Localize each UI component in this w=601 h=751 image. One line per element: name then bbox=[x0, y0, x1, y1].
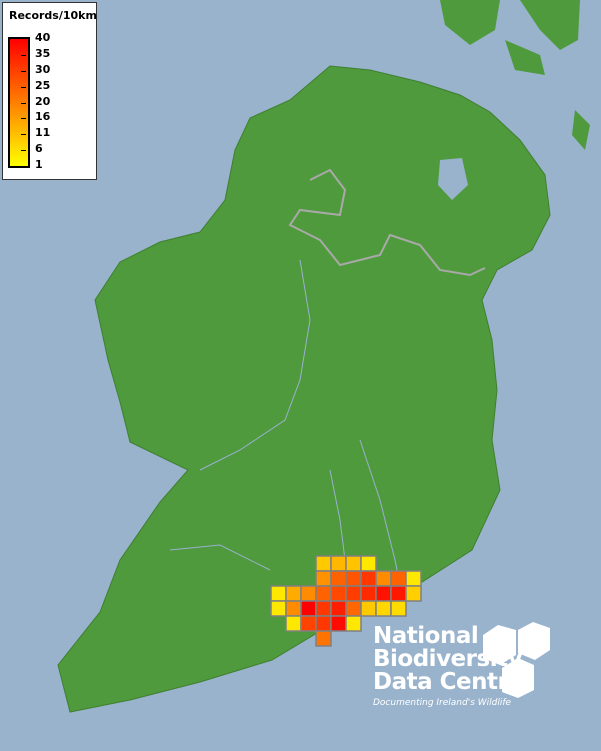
grid-cell[interactable] bbox=[315, 615, 332, 632]
legend-tick-label: 6 bbox=[35, 142, 43, 156]
legend-tick-label: 40 bbox=[35, 31, 51, 44]
grid-cell[interactable] bbox=[360, 600, 377, 617]
grid-cell[interactable] bbox=[330, 615, 347, 632]
legend-color-ramp bbox=[8, 37, 30, 168]
grid-cell[interactable] bbox=[330, 600, 347, 617]
logo-line-3: Data Centre bbox=[373, 669, 524, 695]
logo-tagline: Documenting Ireland's Wildlife bbox=[373, 698, 512, 708]
legend-title: Records/10km bbox=[9, 9, 97, 22]
grid-cell[interactable] bbox=[300, 585, 317, 602]
legend-tick-label: 11 bbox=[35, 126, 51, 140]
legend-tick-label: 1 bbox=[35, 158, 43, 171]
legend-tick-label: 30 bbox=[35, 62, 51, 76]
grid-cell[interactable] bbox=[300, 600, 317, 617]
grid-cell[interactable] bbox=[390, 585, 407, 602]
legend-tick-mark bbox=[21, 102, 26, 104]
legend-tick-label: 16 bbox=[35, 110, 51, 124]
grid-cell[interactable] bbox=[345, 555, 362, 572]
grid-cell[interactable] bbox=[270, 585, 287, 602]
legend-tick-label: 20 bbox=[35, 94, 51, 108]
grid-cell[interactable] bbox=[270, 600, 287, 617]
grid-cell[interactable] bbox=[360, 585, 377, 602]
grid-cell[interactable] bbox=[285, 585, 302, 602]
plant-hexagon-icon bbox=[483, 625, 516, 665]
grid-cell[interactable] bbox=[315, 555, 332, 572]
seahorse-hexagon-icon bbox=[502, 658, 534, 698]
logo-line-1: National bbox=[373, 623, 479, 649]
grid-cell[interactable] bbox=[390, 600, 407, 617]
grid-cell[interactable] bbox=[330, 585, 347, 602]
grid-cell[interactable] bbox=[315, 585, 332, 602]
legend-tick-label: 25 bbox=[35, 78, 51, 92]
legend-tick-mark bbox=[21, 150, 26, 152]
grid-cell[interactable] bbox=[330, 555, 347, 572]
legend-tick-mark bbox=[21, 70, 26, 72]
grid-cell[interactable] bbox=[375, 570, 392, 587]
records-grid bbox=[270, 555, 422, 647]
grid-cell[interactable] bbox=[315, 630, 332, 647]
northern-ireland-border bbox=[288, 168, 486, 277]
grid-cell[interactable] bbox=[345, 585, 362, 602]
grid-cell[interactable] bbox=[330, 570, 347, 587]
grid-cell[interactable] bbox=[390, 570, 407, 587]
grid-cell[interactable] bbox=[375, 585, 392, 602]
grid-cell[interactable] bbox=[285, 615, 302, 632]
grid-cell[interactable] bbox=[405, 570, 422, 587]
grid-cell[interactable] bbox=[405, 585, 422, 602]
grid-cell[interactable] bbox=[375, 600, 392, 617]
lough-neagh bbox=[438, 158, 468, 200]
grid-cell[interactable] bbox=[345, 615, 362, 632]
scotland-landmass bbox=[440, 0, 590, 150]
grid-cell[interactable] bbox=[360, 570, 377, 587]
legend-tick-label: 35 bbox=[35, 46, 51, 60]
legend: Records/10km 40 35 30 25 20 16 11 6 1 bbox=[2, 2, 97, 180]
legend-tick-mark bbox=[21, 86, 26, 88]
grid-cell[interactable] bbox=[360, 555, 377, 572]
legend-tick-mark bbox=[21, 118, 26, 120]
grid-cell[interactable] bbox=[315, 570, 332, 587]
grid-cell[interactable] bbox=[285, 600, 302, 617]
grid-cell[interactable] bbox=[345, 570, 362, 587]
grid-cell[interactable] bbox=[315, 600, 332, 617]
grid-cell[interactable] bbox=[300, 615, 317, 632]
logo-hexagon-icons bbox=[483, 622, 550, 698]
legend-tick-mark bbox=[21, 54, 26, 56]
grid-cell[interactable] bbox=[345, 600, 362, 617]
legend-tick-mark bbox=[21, 134, 26, 136]
butterfly-hexagon-icon bbox=[518, 622, 550, 660]
